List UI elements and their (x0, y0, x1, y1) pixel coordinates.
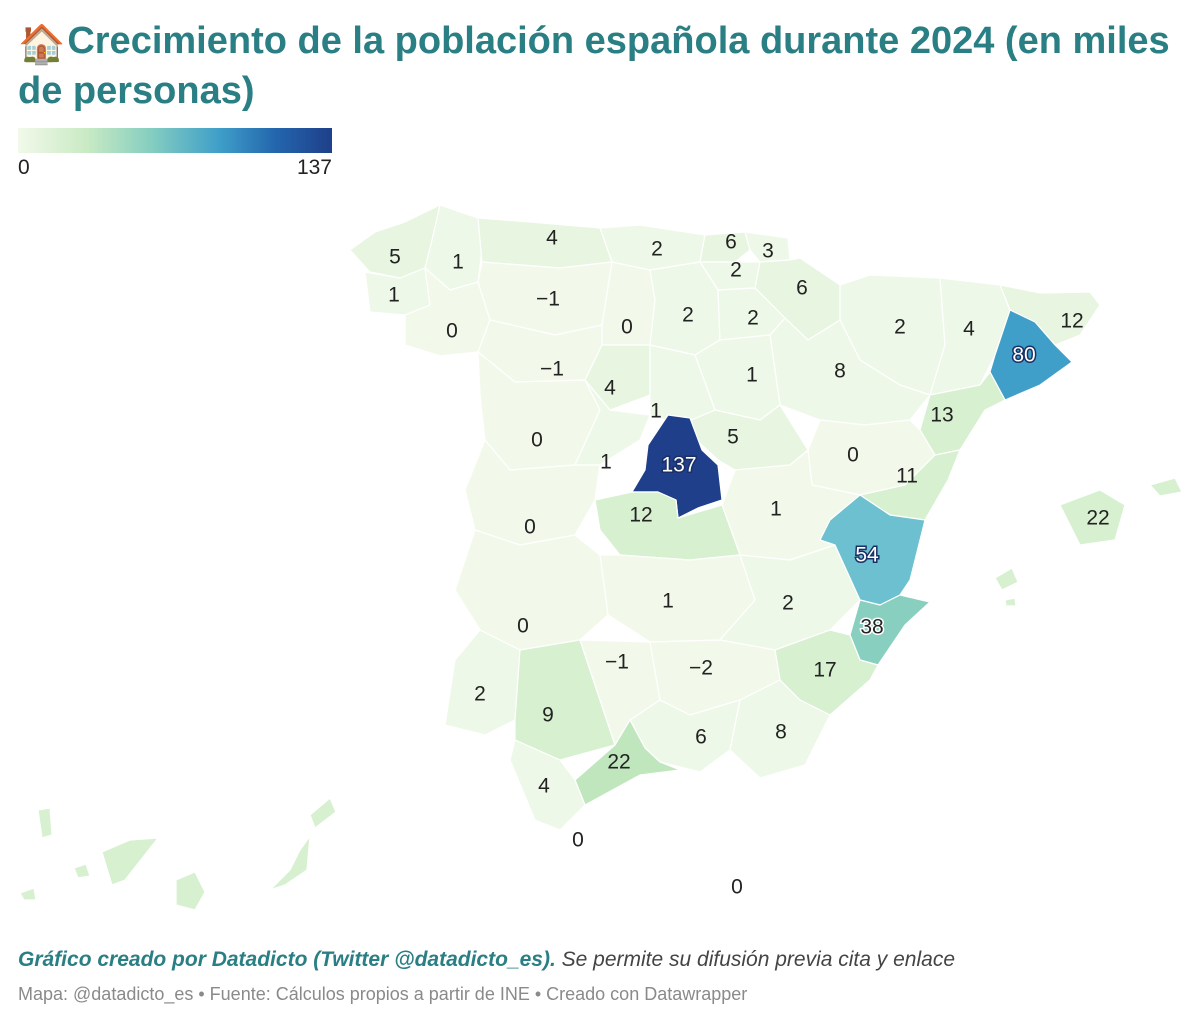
province-value-label: −1 (536, 288, 560, 311)
province-value-label: 1 (452, 251, 464, 274)
legend-gradient-bar (18, 128, 332, 153)
province-value-label: 9 (542, 704, 554, 727)
province-value-label: 1 (388, 284, 400, 307)
credit-author: Gráfico creado por Datadicto (Twitter @d… (18, 948, 556, 971)
island-lanzarote[interactable] (309, 797, 337, 829)
province-value-label: 22 (607, 751, 630, 774)
province-value-label: 0 (446, 320, 458, 343)
province-value-label: 4 (546, 227, 558, 250)
province-value-label: 2 (682, 304, 694, 327)
province-value-label: 1 (600, 451, 612, 474)
province-value-label: 1 (746, 364, 758, 387)
province-value-label: −2 (689, 657, 713, 680)
province-value-label: 17 (813, 659, 836, 682)
province-value-label: 5 (727, 426, 739, 449)
island-la-palma[interactable] (37, 807, 53, 839)
island-menorca[interactable] (1149, 477, 1183, 497)
province-mallorca[interactable] (1059, 489, 1126, 546)
province-value-label: 11 (896, 465, 918, 488)
province-toledo[interactable] (594, 491, 741, 561)
province-value-label: 12 (1060, 310, 1083, 333)
province-avila[interactable] (574, 379, 651, 466)
province-value-label: 0 (847, 444, 859, 467)
province-value-label: 137 (661, 454, 696, 477)
province-value-label: 38 (860, 616, 883, 639)
province-value-label: 22 (1086, 507, 1109, 530)
province-almeria[interactable] (729, 679, 831, 779)
island-fuerteventura[interactable] (269, 835, 311, 891)
province-bizkaia[interactable] (699, 231, 751, 263)
province-value-label: 0 (572, 829, 584, 852)
province-value-label: 13 (930, 404, 953, 427)
house-icon: 🏠 (18, 24, 66, 66)
province-value-label: 2 (474, 683, 486, 706)
province-value-label: 6 (796, 277, 808, 300)
island-formentera[interactable] (1004, 597, 1017, 607)
province-value-label: 1 (662, 590, 674, 613)
province-value-label: 0 (517, 615, 529, 638)
color-legend: 0 137 (18, 128, 334, 179)
island-el-hierro[interactable] (19, 887, 37, 901)
province-value-label: 54 (855, 544, 879, 567)
province-value-label: 2 (894, 316, 906, 339)
province-value-label: 4 (963, 318, 975, 341)
province-ourense[interactable] (404, 267, 491, 357)
province-value-label: 0 (531, 429, 543, 452)
province-value-label: 2 (730, 259, 742, 282)
province-asturias[interactable] (477, 217, 613, 269)
province-value-label: 6 (695, 726, 707, 749)
credit-line: Gráfico creado por Datadicto (Twitter @d… (18, 948, 955, 972)
credit-license: Se permite su difusión previa cita y enl… (555, 948, 956, 971)
legend-min-label: 0 (18, 156, 30, 179)
province-zaragoza[interactable] (769, 317, 931, 426)
province-malaga[interactable] (574, 719, 681, 806)
province-value-label: 4 (538, 775, 550, 798)
province-value-label: −1 (540, 358, 564, 381)
province-value-label: 5 (389, 246, 401, 269)
province-value-label: 1 (650, 400, 662, 423)
island-tenerife[interactable] (101, 837, 159, 886)
province-tarragona[interactable] (919, 371, 1006, 456)
province-value-label: 8 (834, 360, 846, 383)
legend-max-label: 137 (296, 156, 332, 179)
source-line: Mapa: @datadicto_es • Fuente: Cálculos p… (18, 984, 748, 1004)
map-title-text: Crecimiento de la población española dur… (18, 20, 1170, 112)
province-value-label: 80 (1012, 344, 1035, 367)
province-value-label: 6 (725, 231, 737, 254)
map-title: 🏠Crecimiento de la población española du… (18, 18, 1178, 114)
island-ibiza[interactable] (994, 567, 1019, 591)
province-cadiz[interactable] (509, 739, 586, 831)
province-value-label: 0 (621, 316, 633, 339)
province-value-label: 1 (770, 498, 782, 521)
province-value-label: 2 (651, 238, 663, 261)
island-la-gomera[interactable] (73, 863, 91, 879)
province-value-label: 4 (604, 377, 616, 400)
province-value-label: 0 (524, 516, 536, 539)
province-value-label: 12 (629, 504, 652, 527)
province-shapes (19, 204, 1183, 911)
province-value-label: −1 (605, 651, 629, 674)
province-value-label: 3 (762, 240, 774, 263)
province-barcelona[interactable] (989, 309, 1073, 401)
province-value-label: 8 (775, 721, 787, 744)
province-value-label: 0 (731, 876, 743, 899)
province-badajoz[interactable] (454, 529, 609, 651)
province-value-label: 2 (782, 592, 794, 615)
island-gran-canaria[interactable] (175, 871, 206, 911)
province-valladolid[interactable] (584, 344, 651, 411)
province-value-label: 2 (747, 307, 759, 330)
province-caceres[interactable] (464, 439, 601, 546)
